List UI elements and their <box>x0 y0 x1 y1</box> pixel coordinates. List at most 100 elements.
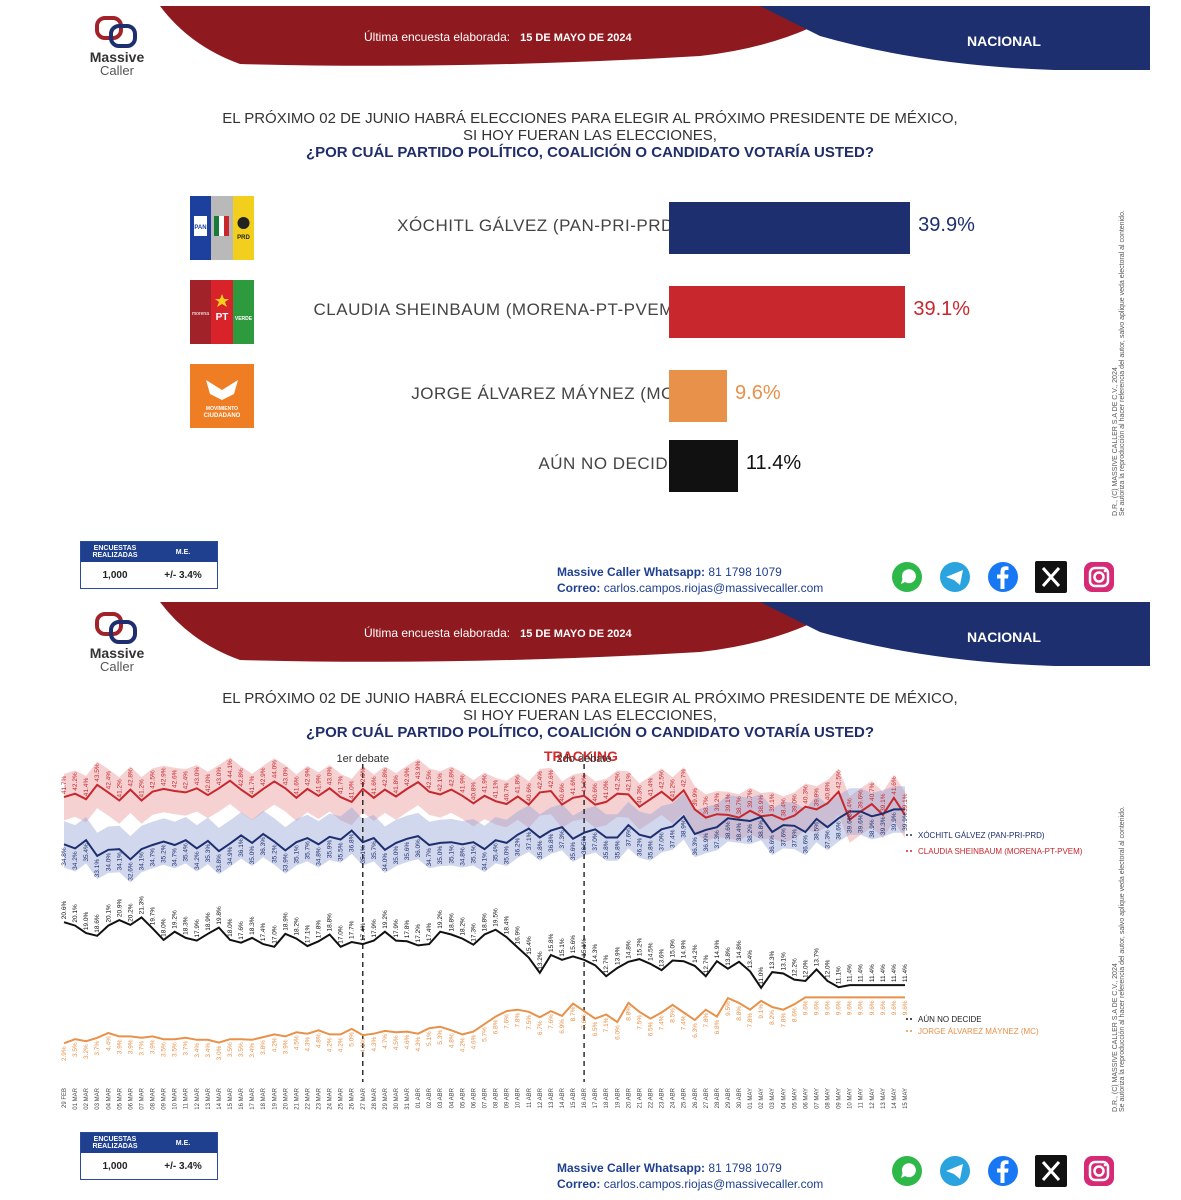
x-tick-label: 06 MAR <box>128 1087 134 1109</box>
band-sheinbaum <box>64 757 905 843</box>
whatsapp-number[interactable]: 81 1798 1079 <box>708 1161 782 1175</box>
data-label: 41.7% <box>61 775 68 794</box>
data-label: 33.9% <box>282 853 289 872</box>
data-label: 39.9% <box>692 788 699 807</box>
data-label: 37.1% <box>526 831 533 850</box>
social-links <box>890 560 1116 594</box>
data-label: 11.4% <box>891 964 898 982</box>
x-tick-label: 09 MAY <box>837 1088 843 1109</box>
svg-text:PT: PT <box>216 312 229 323</box>
email-link[interactable]: carlos.campos.riojas@massivecaller.com <box>603 581 824 595</box>
instagram-icon[interactable] <box>1082 560 1116 594</box>
data-label: 38.4% <box>780 798 787 817</box>
data-label: 18.0% <box>227 918 234 937</box>
data-label: 7.6% <box>504 1014 511 1029</box>
x-tick-label: 25 ABR <box>682 1087 688 1108</box>
data-label: 9.6% <box>880 1000 887 1015</box>
data-label: 36.3% <box>692 837 699 856</box>
data-label: 19.2% <box>382 910 389 929</box>
x-tick-label: 29 ABR <box>726 1087 732 1108</box>
data-label: 18.4% <box>504 916 511 935</box>
data-label: 4.2% <box>459 1037 466 1052</box>
data-label: 14.8% <box>625 940 632 959</box>
data-label: 3.4% <box>194 1043 201 1058</box>
data-label: 6.5% <box>648 1021 655 1036</box>
data-label: 11.4% <box>880 964 887 982</box>
whatsapp-number[interactable]: 81 1798 1079 <box>708 565 782 579</box>
series-lines <box>63 779 906 1045</box>
x-tick-label: 10 MAY <box>848 1088 854 1109</box>
data-label: 35.8% <box>648 840 655 859</box>
data-label: 36.0% <box>415 839 422 858</box>
data-label: 7.6% <box>581 1014 588 1029</box>
data-label: 41.8% <box>515 775 522 794</box>
x-tick-label: 22 MAR <box>305 1087 311 1109</box>
data-label: 3.9% <box>116 1039 123 1054</box>
data-label: 20.1% <box>72 904 79 923</box>
x-tick-label: 10 MAR <box>173 1087 179 1109</box>
confidence-bands <box>64 757 905 883</box>
facebook-icon[interactable] <box>986 1154 1020 1188</box>
data-label: 35.8% <box>603 840 610 859</box>
contact-info: Massive Caller Whatsapp: 81 1798 1079 Co… <box>557 1161 824 1191</box>
data-label: 34.2% <box>194 851 201 870</box>
instagram-icon[interactable] <box>1082 1154 1116 1188</box>
x-tick-label: 01 MAR <box>73 1087 79 1109</box>
x-tick-label: 24 ABR <box>671 1087 677 1108</box>
data-label: 21.3% <box>139 896 146 915</box>
data-label: 15.0% <box>670 939 677 958</box>
data-label: 17.6% <box>238 921 245 940</box>
data-label: 3.5% <box>72 1042 79 1057</box>
x-tick-label: 06 ABR <box>471 1087 477 1108</box>
data-label: 9.6% <box>858 1000 865 1015</box>
x-tick-label: 31 MAR <box>405 1087 411 1109</box>
data-label: 13.3% <box>769 950 776 969</box>
legend-label: AÚN NO DECIDE <box>918 1015 982 1024</box>
data-label: 42.9% <box>304 767 311 786</box>
data-label: 17.9% <box>371 919 378 938</box>
data-label: 14.5% <box>648 942 655 961</box>
facebook-icon[interactable] <box>986 560 1020 594</box>
survey-stats-table: ENCUESTAS REALIZADAS M.E. 1,000 +/- 3.4% <box>80 541 218 589</box>
telegram-icon[interactable] <box>938 1154 972 1188</box>
candidate-name: AÚN NO DECIDE <box>538 454 680 473</box>
x-icon[interactable] <box>1034 560 1068 594</box>
telegram-icon[interactable] <box>938 560 972 594</box>
x-tick-label: 09 ABR <box>505 1087 511 1108</box>
data-label: 4.3% <box>304 1036 311 1051</box>
data-label: 13.9% <box>614 946 621 965</box>
data-label: 3.7% <box>94 1041 101 1056</box>
data-label: 11.4% <box>869 964 876 982</box>
data-label: 3.5% <box>227 1042 234 1057</box>
data-label: 8.2% <box>769 1010 776 1025</box>
x-tick-label: 15 MAR <box>228 1087 234 1109</box>
data-label: 9.5% <box>725 1001 732 1016</box>
x-tick-label: 02 MAR <box>84 1087 90 1109</box>
data-label: 36.2% <box>636 837 643 856</box>
tracking-panel: Massive Caller Última encuesta elaborada… <box>60 602 1150 1198</box>
data-label: 8.8% <box>625 1006 632 1021</box>
data-label: 14.9% <box>714 940 721 959</box>
data-label: 8.8% <box>736 1006 743 1021</box>
data-label: 4.4% <box>105 1036 112 1051</box>
email-link[interactable]: carlos.campos.riojas@massivecaller.com <box>603 1177 824 1191</box>
x-icon[interactable] <box>1034 1154 1068 1188</box>
data-label: 11.1% <box>836 966 843 984</box>
data-label: 4.1% <box>360 1038 367 1053</box>
x-tick-label: 18 ABR <box>604 1087 610 1108</box>
x-tick-label: 13 ABR <box>549 1087 555 1108</box>
data-label: 41.6% <box>570 776 577 795</box>
x-tick-label: 30 ABR <box>737 1087 743 1108</box>
data-label: 41.6% <box>891 776 898 795</box>
legend-label: XÓCHITL GÁLVEZ (PAN-PRI-PRD) <box>918 831 1045 840</box>
x-tick-label: 08 MAY <box>826 1088 832 1109</box>
whatsapp-icon[interactable] <box>890 560 924 594</box>
data-label: 39.9% <box>814 788 821 807</box>
data-label: 42.5% <box>150 770 157 789</box>
bar-maynez <box>669 370 728 422</box>
scope-label: NACIONAL <box>967 33 1041 49</box>
data-label: 39.6% <box>858 790 865 809</box>
data-label: 42.8% <box>238 768 245 787</box>
data-label: 38.4% <box>847 798 854 817</box>
whatsapp-icon[interactable] <box>890 1154 924 1188</box>
